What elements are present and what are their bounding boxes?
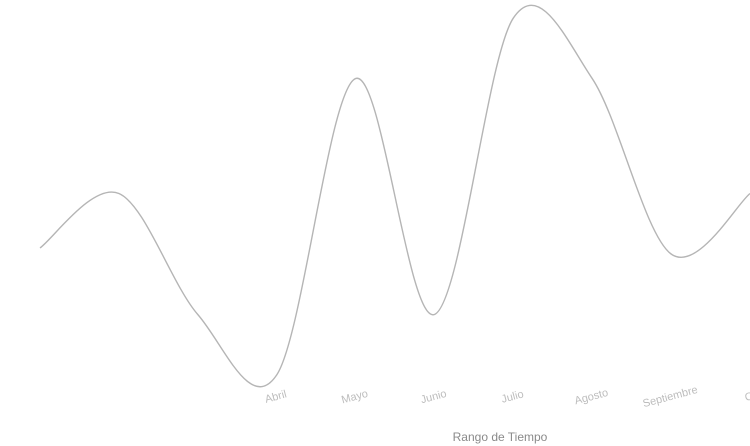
x-tick-label: Junio (419, 388, 448, 406)
series-line (39, 4, 750, 388)
series-layer (39, 4, 750, 388)
x-tick-label: Abril (264, 388, 288, 405)
x-tick-label: O (744, 390, 750, 404)
x-axis-title: Rango de Tiempo (453, 430, 548, 444)
x-tick-label: Mayo (340, 388, 369, 407)
x-tick-label: Julio (500, 388, 525, 405)
x-axis-ticks: Abril Mayo Junio Julio Agosto Septiembre O (264, 384, 750, 410)
x-tick-label: Agosto (573, 387, 609, 407)
x-tick-label: Septiembre (642, 384, 699, 410)
